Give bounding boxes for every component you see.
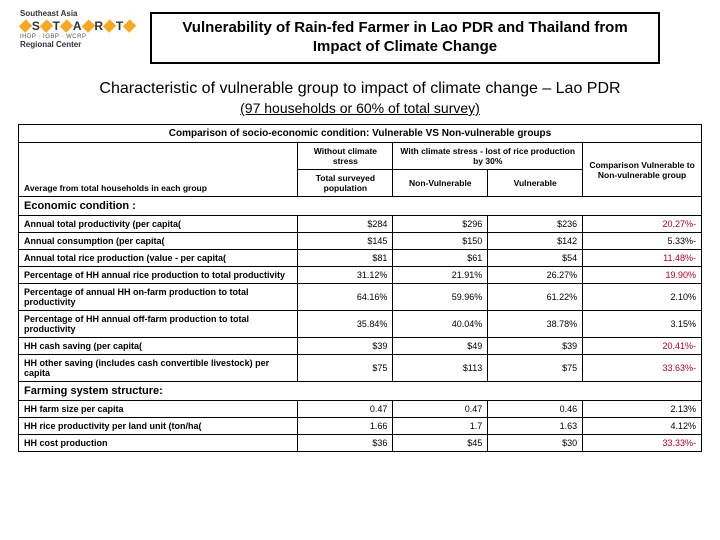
cell-value: $45 <box>393 435 488 452</box>
cell-value: $49 <box>393 338 488 355</box>
cell-comparison: 4.12% <box>583 418 702 435</box>
table-row: Percentage of HH annual rice production … <box>19 267 702 284</box>
diamond-icon <box>40 20 53 33</box>
col-without: Without climate stress <box>298 143 393 170</box>
table-row: HH other saving (includes cash convertib… <box>19 355 702 382</box>
cell-comparison: 3.15% <box>583 311 702 338</box>
col-with: With climate stress - lost of rice produ… <box>393 143 583 170</box>
table-row: Annual total rice production (value - pe… <box>19 250 702 267</box>
col-comp: Comparison Vulnerable to Non-vulnerable … <box>583 143 702 197</box>
cell-comparison: 2.10% <box>583 284 702 311</box>
cell-value: 0.46 <box>488 401 583 418</box>
cell-value: 26.27% <box>488 267 583 284</box>
cell-comparison: 11.48%- <box>583 250 702 267</box>
cell-value: 64.16% <box>298 284 393 311</box>
col-nonv: Non-Vulnerable <box>393 170 488 197</box>
diamond-icon <box>103 20 116 33</box>
cell-value: $145 <box>298 233 393 250</box>
cell-value: 61.22% <box>488 284 583 311</box>
logo-start-row: S T A R T <box>20 20 135 33</box>
table-title: Comparison of socio-economic condition: … <box>19 125 702 143</box>
cell-value: 40.04% <box>393 311 488 338</box>
page-title: Vulnerability of Rain-fed Farmer in Lao … <box>150 12 660 64</box>
cell-value: 35.84% <box>298 311 393 338</box>
subheading: Characteristic of vulnerable group to im… <box>0 80 720 98</box>
diamond-icon <box>81 20 94 33</box>
row-label: Annual total rice production (value - pe… <box>19 250 298 267</box>
cell-value: $150 <box>393 233 488 250</box>
diamond-icon <box>123 20 136 33</box>
table-row: Annual consumption (per capita($145$150$… <box>19 233 702 250</box>
cell-value: $36 <box>298 435 393 452</box>
cell-value: 21.91% <box>393 267 488 284</box>
row-label: HH other saving (includes cash convertib… <box>19 355 298 382</box>
row-label: Annual consumption (per capita( <box>19 233 298 250</box>
cell-value: $39 <box>298 338 393 355</box>
cell-comparison: 20.27%- <box>583 216 702 233</box>
cell-value: 38.78% <box>488 311 583 338</box>
logo: Southeast Asia S T A R T IHDP · IGBP · W… <box>20 10 135 65</box>
logo-letter: R <box>94 20 103 33</box>
row-label: Percentage of HH annual off-farm product… <box>19 311 298 338</box>
cell-value: 0.47 <box>393 401 488 418</box>
logo-line1: Southeast Asia <box>20 10 135 19</box>
cell-value: $81 <box>298 250 393 267</box>
cell-value: $142 <box>488 233 583 250</box>
diamond-icon <box>60 20 73 33</box>
logo-letter: S <box>32 20 40 33</box>
logo-line3: Regional Center <box>20 41 135 50</box>
logo-letter: A <box>73 20 82 33</box>
section-econ: Economic condition : <box>19 197 702 216</box>
table-row: Annual total productivity (per capita($2… <box>19 216 702 233</box>
cell-value: $296 <box>393 216 488 233</box>
row-label: Percentage of annual HH on-farm producti… <box>19 284 298 311</box>
cell-value: $39 <box>488 338 583 355</box>
table-row: HH rice productivity per land unit (ton/… <box>19 418 702 435</box>
table-row: HH cash saving (per capita($39$49$3920.4… <box>19 338 702 355</box>
cell-value: $284 <box>298 216 393 233</box>
col-total: Total surveyed population <box>298 170 393 197</box>
cell-comparison: 33.33%- <box>583 435 702 452</box>
cell-comparison: 5.33%- <box>583 233 702 250</box>
row-label: HH cash saving (per capita( <box>19 338 298 355</box>
cell-value: $54 <box>488 250 583 267</box>
cell-comparison: 20.41%- <box>583 338 702 355</box>
row-label: HH cost production <box>19 435 298 452</box>
subheading-2: (97 households or 60% of total survey) <box>0 100 720 116</box>
cell-comparison: 33.63%- <box>583 355 702 382</box>
row-label: Annual total productivity (per capita( <box>19 216 298 233</box>
table-row: HH cost production$36$45$3033.33%- <box>19 435 702 452</box>
row-label: Percentage of HH annual rice production … <box>19 267 298 284</box>
cell-value: $75 <box>488 355 583 382</box>
cell-value: $236 <box>488 216 583 233</box>
cell-value: 59.96% <box>393 284 488 311</box>
cell-comparison: 19.90% <box>583 267 702 284</box>
cell-value: 31.12% <box>298 267 393 284</box>
col-v: Vulnerable <box>488 170 583 197</box>
diamond-icon <box>19 20 32 33</box>
table-row: Percentage of HH annual off-farm product… <box>19 311 702 338</box>
table-row: HH farm size per capita0.470.470.462.13% <box>19 401 702 418</box>
cell-value: $30 <box>488 435 583 452</box>
comparison-table: Comparison of socio-economic condition: … <box>18 124 702 452</box>
row-label: HH rice productivity per land unit (ton/… <box>19 418 298 435</box>
row-label: HH farm size per capita <box>19 401 298 418</box>
cell-comparison: 2.13% <box>583 401 702 418</box>
cell-value: 1.7 <box>393 418 488 435</box>
cell-value: $75 <box>298 355 393 382</box>
cell-value: 1.66 <box>298 418 393 435</box>
cell-value: 1.63 <box>488 418 583 435</box>
cell-value: $113 <box>393 355 488 382</box>
table-row: Percentage of annual HH on-farm producti… <box>19 284 702 311</box>
cell-value: 0.47 <box>298 401 393 418</box>
section-farm: Farming system structure: <box>19 382 702 401</box>
cell-value: $61 <box>393 250 488 267</box>
col-avg: Average from total households in each gr… <box>19 143 298 197</box>
